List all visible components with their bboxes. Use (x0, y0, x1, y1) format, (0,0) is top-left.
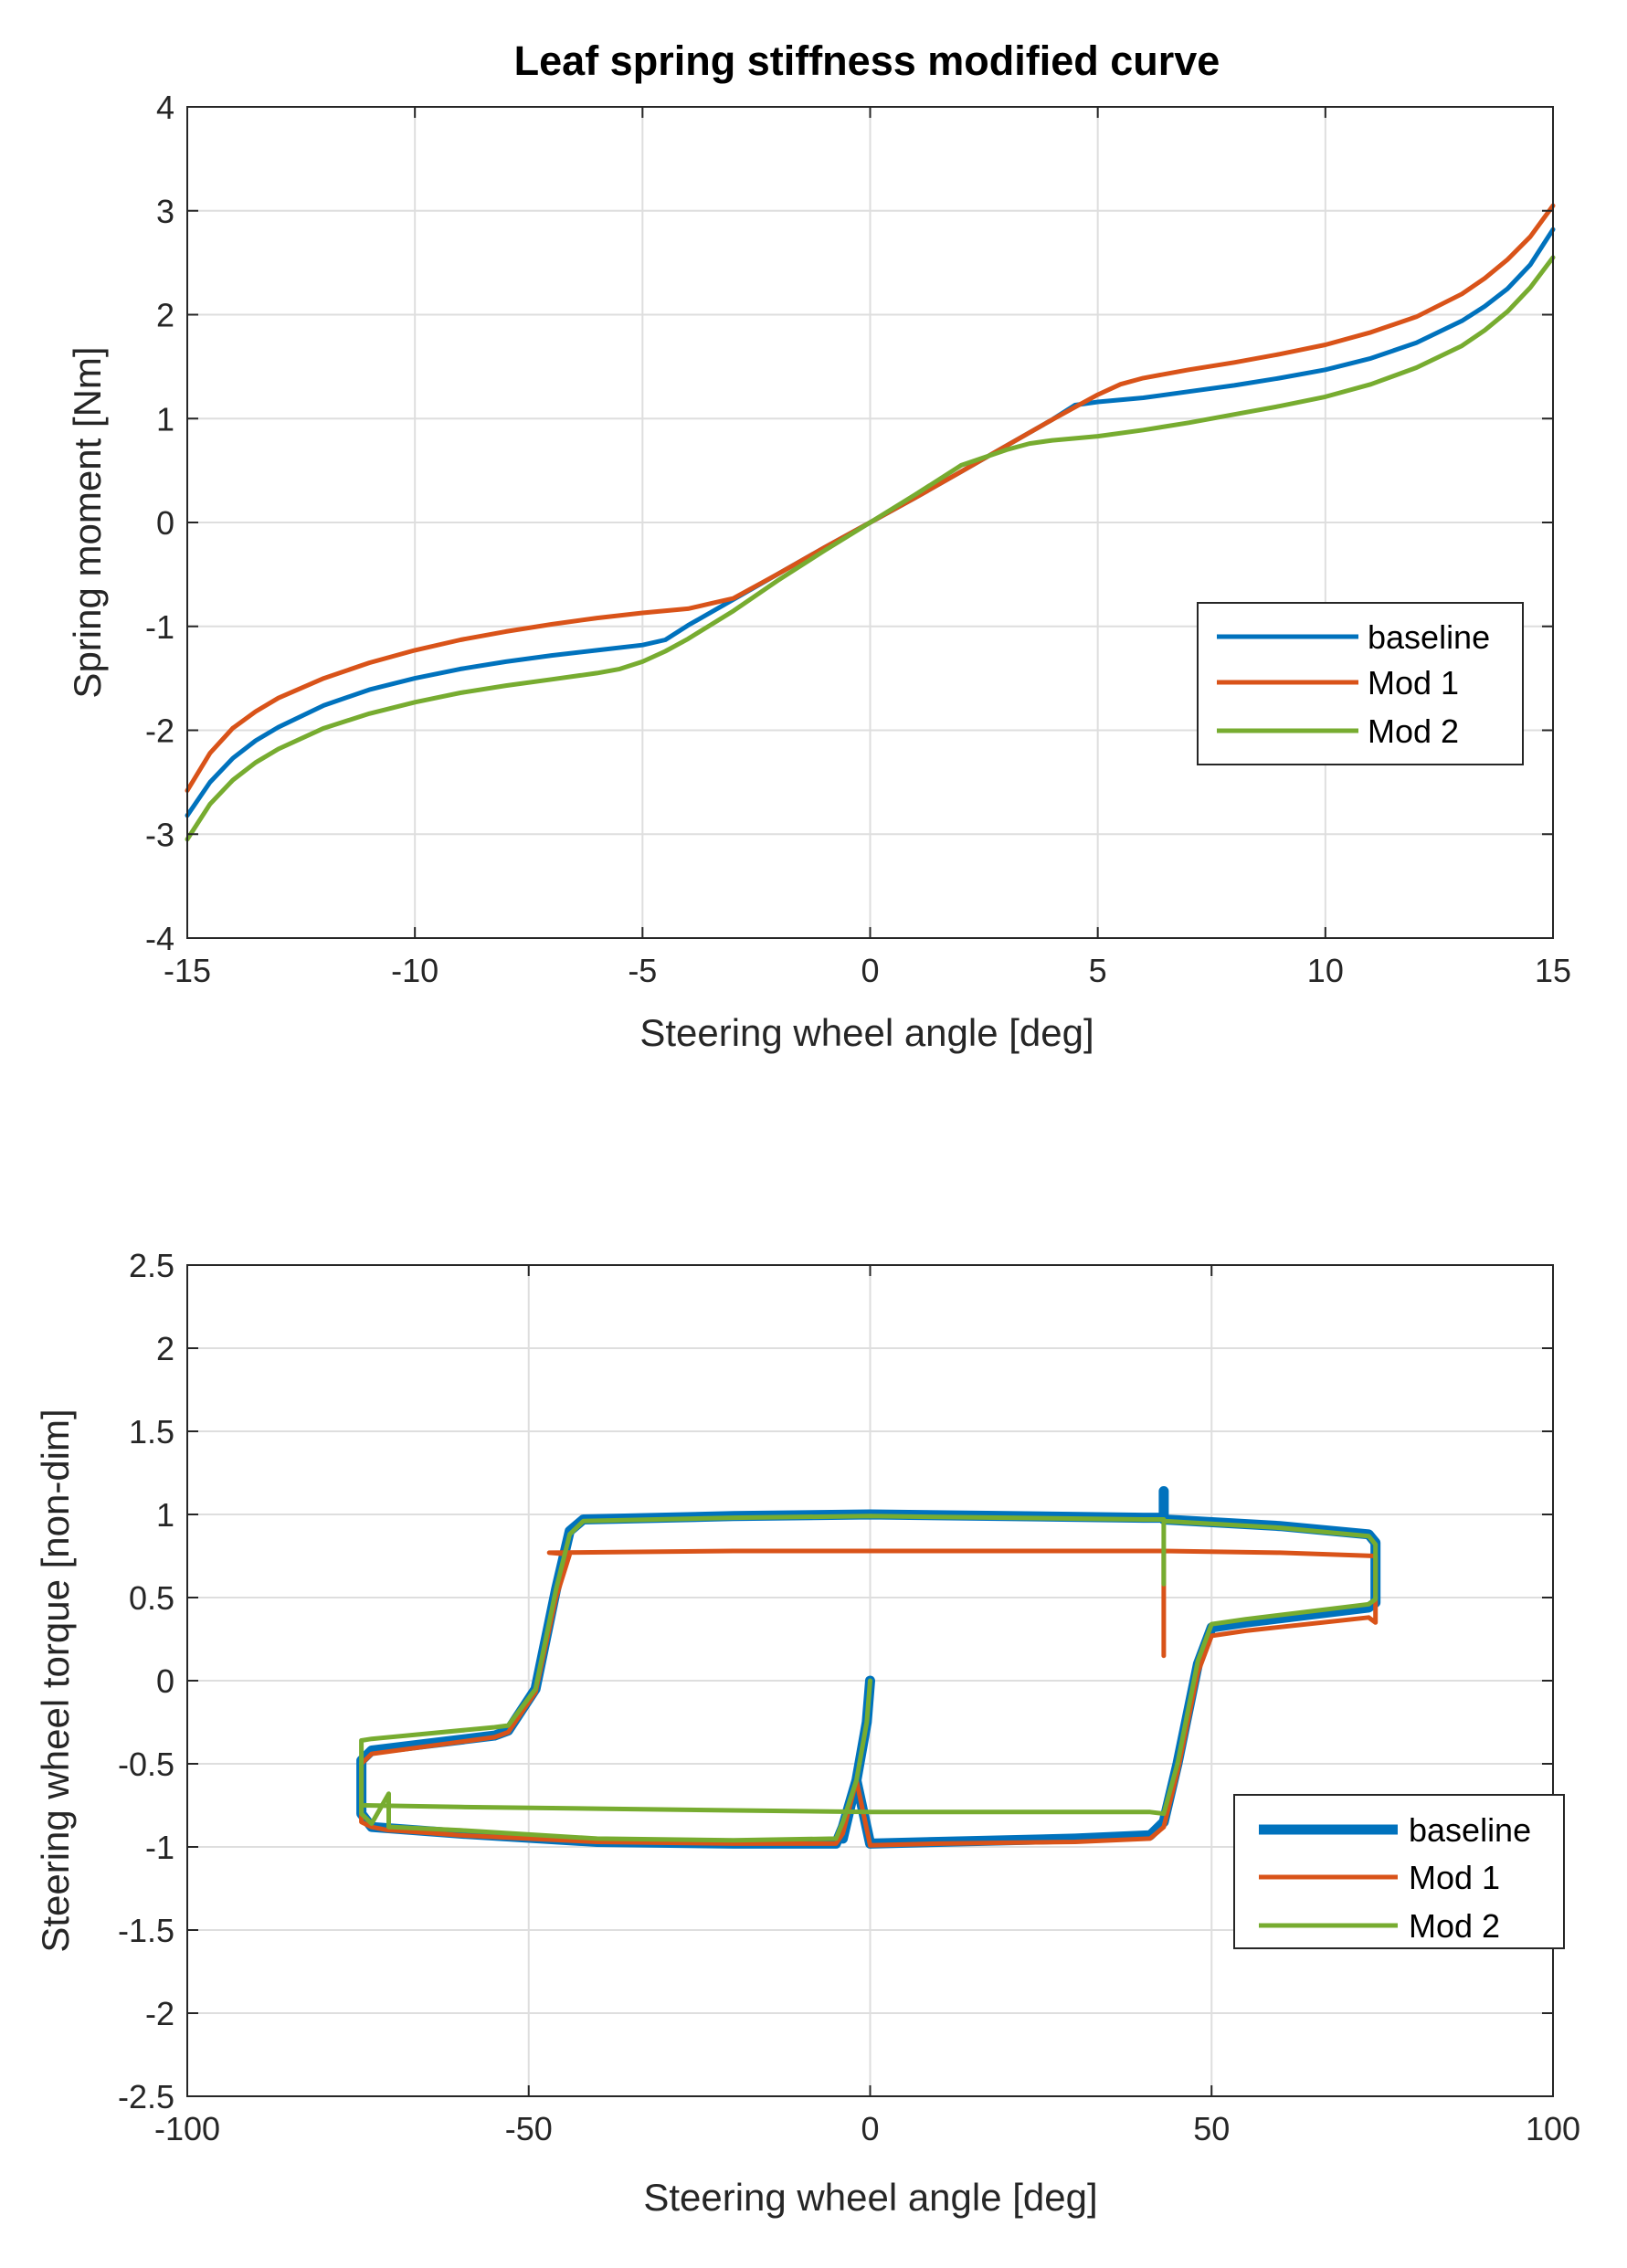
chart2-ytick-label: 2 (156, 1330, 174, 1367)
chart1-series (185, 203, 1556, 842)
chart1-legend: baseline Mod 1 Mod 2 (1197, 602, 1524, 765)
chart1-xtick-label: 15 (1535, 952, 1571, 989)
chart2-ytick-label: 0.5 (129, 1579, 174, 1617)
chart2-legend-label-mod2: Mod 2 (1409, 1907, 1500, 1945)
chart1-ytick-label: 3 (156, 193, 174, 230)
chart1-xtick-label: 10 (1307, 952, 1344, 989)
chart1-xtick-label: -5 (628, 952, 657, 989)
chart2-ytick-label: 0 (156, 1662, 174, 1700)
chart2-legend-label-mod1: Mod 1 (1409, 1859, 1500, 1896)
chart2-ytick-label: -2.5 (118, 2078, 174, 2115)
chart2-xtick-label: 0 (861, 2110, 879, 2147)
chart2-xtick-label: 50 (1193, 2110, 1230, 2147)
chart2-series (356, 1486, 1381, 1849)
chart2-ytick-label: 1 (156, 1496, 174, 1534)
chart1-legend-label-mod1: Mod 1 (1368, 664, 1459, 701)
chart2-ytick-label: 2.5 (129, 1247, 174, 1284)
chart1-ytick-label: 2 (156, 297, 174, 334)
chart2-legend-box (1233, 1794, 1565, 1949)
chart2-ylabel: Steering wheel torque [non-dim] (34, 1408, 77, 1952)
chart2-ytick-label: -1.5 (118, 1912, 174, 1949)
chart2-ytick-label: -1 (145, 1829, 174, 1866)
chart1-legend-label-mod2: Mod 2 (1368, 712, 1459, 750)
chart2-ticks: -100 -50 0 50 100 -2.5 -2 -1.5 -1 -0.5 0 0.5 1 1.5 2 2.… (118, 1247, 1580, 2147)
chart-steering-torque: -100 -50 0 50 100 -2.5 -2 -1.5 -1 -0.5 0 0.5 1 1.5 2 2.… (34, 1247, 1580, 2219)
chart1-ytick-label: -1 (145, 608, 174, 646)
chart1-xtick-label: -15 (164, 952, 211, 989)
chart-spring-moment: Leaf spring stiffness modified curve -15… (66, 37, 1571, 1054)
chart1-xtick-label: 5 (1089, 952, 1107, 989)
chart2-series-mod2 (359, 1514, 1379, 1843)
chart1-ytick-label: 1 (156, 400, 174, 438)
chart1-ytick-label: -4 (145, 920, 174, 957)
chart2-legend: baseline Mod 1 Mod 2 (1233, 1794, 1565, 1949)
chart1-legend-label-baseline: baseline (1368, 618, 1490, 656)
chart1-ytick-label: -3 (145, 816, 174, 853)
chart1-ytick-label: -2 (145, 712, 174, 750)
chart2-ytick-label: -2 (145, 1995, 174, 2032)
chart2-xtick-label: -100 (154, 2110, 220, 2147)
chart2-ytick-label: -0.5 (118, 1746, 174, 1783)
chart1-ytick-label: 4 (156, 89, 174, 126)
chart1-xlabel: Steering wheel angle [deg] (639, 1011, 1093, 1054)
chart2-legend-label-baseline: baseline (1409, 1811, 1531, 1849)
chart2-xtick-label: -50 (505, 2110, 553, 2147)
chart1-xtick-label: -10 (391, 952, 438, 989)
chart1-title: Leaf spring stiffness modified curve (514, 37, 1220, 84)
chart2-xlabel: Steering wheel angle [deg] (643, 2176, 1097, 2219)
chart2-xtick-label: 100 (1526, 2110, 1580, 2147)
chart1-ytick-label: 0 (156, 504, 174, 542)
chart1-series-mod2 (185, 255, 1556, 842)
chart1-xtick-label: 0 (861, 952, 879, 989)
chart1-ylabel: Spring moment [Nm] (66, 346, 109, 698)
chart2-ytick-label: 1.5 (129, 1413, 174, 1450)
